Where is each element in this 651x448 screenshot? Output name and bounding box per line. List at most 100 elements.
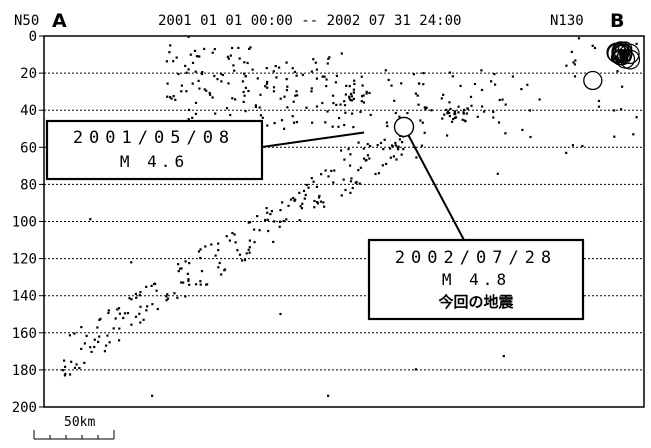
hypocenter-point (151, 394, 154, 397)
hypocenter-point (168, 51, 171, 54)
cluster-circle (620, 49, 641, 70)
hypocenter-point (236, 249, 239, 252)
hypocenter-point (414, 92, 417, 95)
hypocenter-point (266, 211, 269, 214)
grid-layer (44, 72, 644, 371)
hypocenter-point (99, 317, 102, 320)
hypocenter-point (353, 82, 356, 86)
hypocenter-point (93, 345, 96, 349)
hypocenter-point (332, 102, 335, 105)
hypocenter-point (323, 205, 326, 208)
hypocenter-point (264, 85, 267, 88)
hypocenter-point (443, 113, 446, 116)
hypocenter-point (343, 104, 347, 107)
hypocenter-point (565, 151, 568, 154)
hypocenter-point (154, 282, 157, 285)
hypocenter-point (123, 312, 127, 315)
hypocenter-point (242, 100, 245, 103)
hypocenter-point (280, 119, 284, 122)
hypocenter-point (335, 74, 338, 77)
hypocenter-point (213, 74, 216, 78)
hypocenter-point (496, 172, 499, 175)
hypocenter-point (511, 75, 514, 78)
hypocenter-point (231, 46, 234, 50)
hypocenter-point (412, 73, 415, 76)
hypocenter-point (138, 294, 141, 297)
hypocenter-point (351, 186, 354, 190)
hypocenter-point (166, 297, 170, 300)
hypocenter-point (446, 112, 449, 115)
hypocenter-point (302, 189, 306, 192)
hypocenter-point (199, 248, 202, 251)
hypocenter-points (61, 35, 638, 397)
hypocenter-point (203, 88, 206, 91)
hypocenter-point (573, 75, 577, 78)
hypocenter-point (349, 191, 352, 194)
event-circle (583, 70, 603, 91)
hypocenter-point (448, 115, 451, 118)
hypocenter-point (204, 245, 207, 248)
hypocenter-point (446, 134, 449, 137)
hypocenter-point (333, 169, 336, 172)
hypocenter-point (344, 188, 347, 192)
hypocenter-point (184, 295, 187, 298)
hypocenter-point (295, 121, 298, 124)
hypocenter-point (304, 193, 307, 197)
hypocenter-point (337, 125, 340, 128)
hypocenter-point (248, 47, 251, 50)
hypocenter-point (364, 159, 367, 162)
hypocenter-point (197, 79, 200, 82)
hypocenter-point (480, 88, 484, 92)
hypocenter-point (259, 93, 262, 96)
hypocenter-point (231, 231, 234, 235)
hypocenter-point (316, 202, 319, 205)
hypocenter-point (217, 249, 220, 252)
hypocenter-point (343, 124, 346, 127)
hypocenter-point (69, 373, 72, 376)
y-tick-label: 140 (12, 289, 37, 305)
hypocenter-point (117, 307, 121, 310)
hypocenter-point (243, 94, 246, 97)
hypocenter-point (572, 61, 575, 64)
hypocenter-point (285, 61, 288, 64)
hypocenter-point (501, 98, 504, 101)
hypocenter-point (272, 90, 275, 93)
period-range: 2001 01 01 00:00 -- 2002 07 31 24:00 (158, 13, 461, 29)
hypocenter-point (402, 148, 405, 151)
hypocenter-point (233, 69, 236, 72)
hypocenter-point (319, 200, 322, 203)
hypocenter-point (266, 86, 269, 89)
hypocenter-point (169, 44, 172, 47)
hypocenter-point (362, 147, 365, 150)
hypocenter-point (251, 68, 254, 71)
hypocenter-point (234, 241, 237, 244)
hypocenter-point (68, 334, 71, 337)
hypocenter-point (218, 261, 221, 265)
hypocenter-point (232, 64, 235, 67)
cluster-circle (611, 41, 633, 63)
hypocenter-point (266, 218, 269, 221)
hypocenter-point (305, 106, 308, 109)
hypocenter-point (217, 242, 220, 245)
hypocenter-point (283, 95, 286, 98)
hypocenter-point (246, 61, 249, 65)
hypocenter-point (303, 197, 306, 200)
hypocenter-point (180, 267, 183, 270)
hypocenter-point (98, 335, 101, 338)
hypocenter-point (362, 101, 365, 104)
hypocenter-point (287, 204, 290, 207)
hypocenter-point (145, 309, 148, 312)
hypocenter-point (406, 112, 409, 115)
hypocenter-point (187, 279, 190, 282)
hypocenter-point (389, 147, 392, 150)
hypocenter-point (357, 141, 360, 144)
hypocenter-point (497, 121, 501, 124)
hypocenter-point (466, 107, 469, 111)
hypocenter-point (383, 138, 386, 141)
hypocenter-point (613, 109, 616, 112)
hypocenter-point (272, 70, 275, 73)
y-tick-label: 40 (20, 103, 37, 119)
hypocenter-point (249, 46, 252, 49)
hypocenter-point (112, 327, 115, 330)
hypocenter-point (348, 95, 351, 98)
